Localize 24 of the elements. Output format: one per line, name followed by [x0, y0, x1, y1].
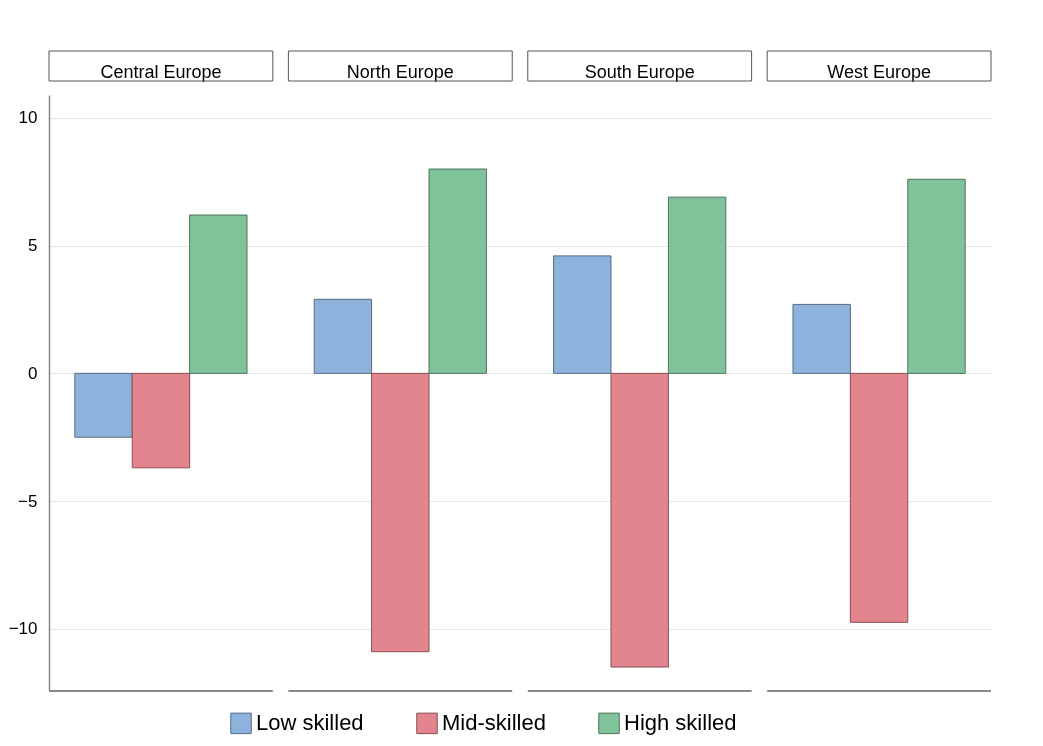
y-tick-label: −5 [18, 491, 38, 511]
y-tick-label: 10 [18, 108, 38, 128]
bar [553, 255, 612, 374]
bar [792, 303, 851, 374]
bar [313, 298, 373, 374]
legend-label: Low skilled [256, 710, 364, 736]
x-tick-label: West Europe [827, 61, 931, 82]
bar [74, 372, 133, 438]
bar [667, 196, 727, 374]
bar [610, 372, 669, 668]
y-tick-label: −10 [8, 619, 38, 639]
legend-label: High skilled [624, 710, 737, 736]
bar [189, 214, 248, 374]
legend-label: Mid-skilled [442, 710, 546, 736]
bar [849, 372, 909, 623]
bar [131, 372, 191, 469]
x-tick-label: South Europe [584, 61, 695, 82]
x-tick-label: Central Europe [100, 61, 222, 82]
y-tick-label: 0 [28, 363, 38, 383]
bar [371, 372, 430, 653]
y-tick-label: 5 [28, 236, 38, 256]
bar [428, 168, 487, 374]
x-tick-label: North Europe [346, 61, 454, 82]
bar [907, 178, 966, 374]
